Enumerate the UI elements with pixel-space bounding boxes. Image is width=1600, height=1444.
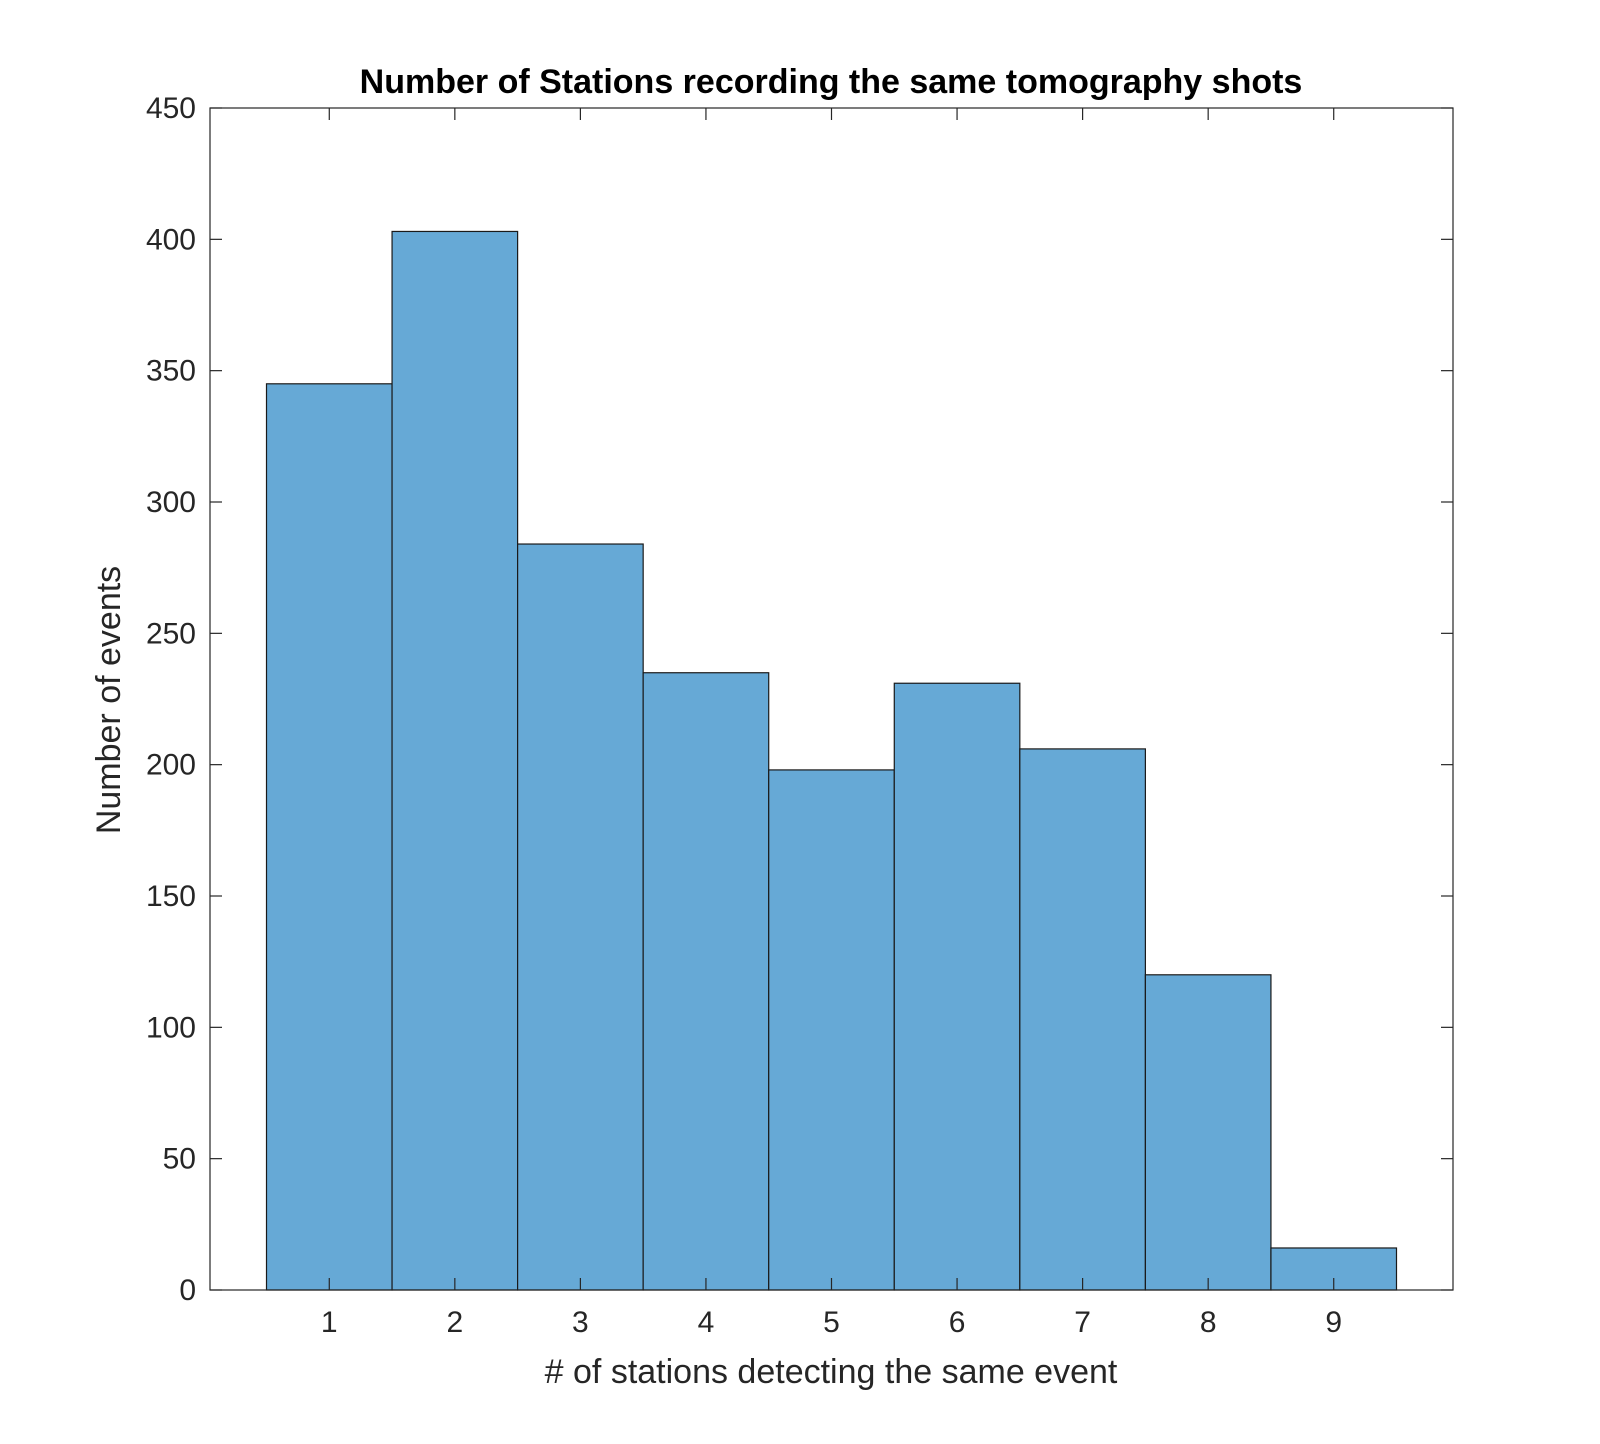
x-tick-label-1: 1 <box>321 1306 338 1339</box>
axis-ticks <box>210 107 1453 1291</box>
bar-8 <box>1144 974 1272 1291</box>
bar-2 <box>391 230 519 1291</box>
bar-5 <box>768 769 895 1291</box>
bar-3 <box>517 543 644 1291</box>
y-tick-label-100: 100 <box>146 1011 196 1044</box>
x-axis-label: # of stations detecting the same event <box>545 1353 1118 1391</box>
x-tick-label-9: 9 <box>1325 1306 1342 1339</box>
y-tick-label-300: 300 <box>146 486 196 519</box>
bar-6 <box>893 682 1021 1291</box>
y-axis-label: Number of events <box>90 566 128 834</box>
x-tick-label-7: 7 <box>1074 1306 1091 1339</box>
bar-4 <box>642 672 770 1291</box>
bar-7 <box>1019 748 1146 1291</box>
x-tick-label-8: 8 <box>1200 1306 1217 1339</box>
y-tick-label-250: 250 <box>146 617 196 650</box>
y-tick-label-150: 150 <box>146 880 196 913</box>
y-tick-label-0: 0 <box>179 1274 196 1307</box>
x-tick-labels: 1 2 3 4 5 6 7 8 9 <box>321 1306 1342 1339</box>
y-tick-label-200: 200 <box>146 749 196 782</box>
y-tick-label-400: 400 <box>146 223 196 256</box>
bar-1 <box>265 383 393 1291</box>
chart-title: Number of Stations recording the same to… <box>360 63 1303 101</box>
x-tick-label-6: 6 <box>949 1306 966 1339</box>
x-tick-label-2: 2 <box>446 1306 463 1339</box>
y-tick-label-50: 50 <box>163 1143 196 1176</box>
x-tick-label-3: 3 <box>572 1306 589 1339</box>
x-tick-label-4: 4 <box>698 1306 715 1339</box>
x-tick-label-5: 5 <box>823 1306 840 1339</box>
y-tick-label-450: 450 <box>146 92 196 125</box>
bars-group <box>265 230 1398 1291</box>
y-tick-labels: 0 50 100 150 200 250 300 350 400 450 <box>146 92 196 1307</box>
y-tick-label-350: 350 <box>146 355 196 388</box>
